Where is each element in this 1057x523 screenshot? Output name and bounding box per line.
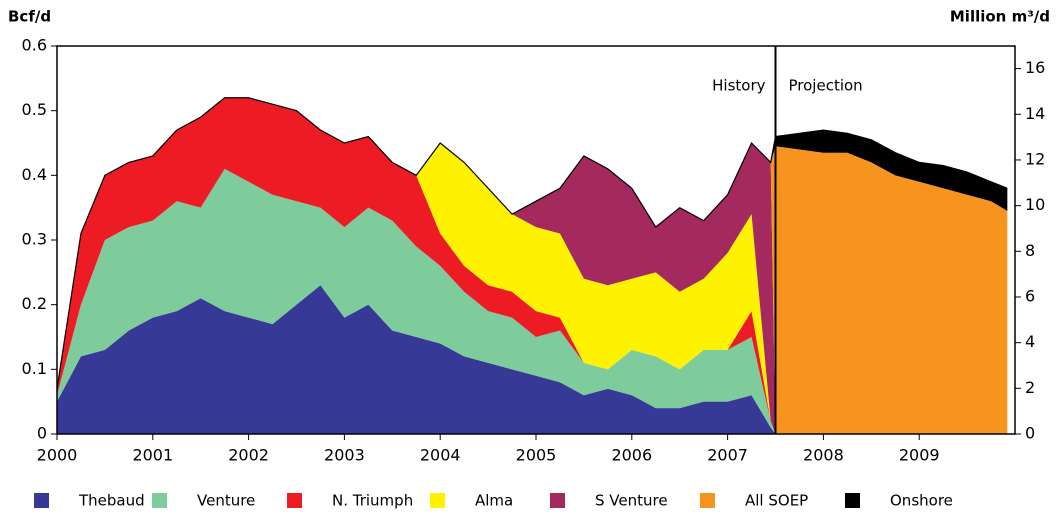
area xyxy=(57,285,1008,434)
legend-swatch xyxy=(152,493,167,508)
total-outline xyxy=(56,97,1008,389)
legend-label: N. Triumph xyxy=(332,492,413,510)
x-tick-label: 2004 xyxy=(420,446,461,465)
y2-tick-label: 12 xyxy=(1025,149,1045,168)
y-tick-label: 0.2 xyxy=(22,294,47,313)
x-tick-label: 2002 xyxy=(228,446,269,465)
x-tick-label: 2005 xyxy=(516,446,557,465)
x-tick-label: 2003 xyxy=(324,446,365,465)
y2-tick-label: 6 xyxy=(1025,286,1035,305)
legend-swatch xyxy=(550,493,565,508)
legend-swatch xyxy=(287,493,302,508)
y-tick-label: 0 xyxy=(37,424,47,443)
legend-swatch xyxy=(700,493,715,508)
y2-tick-label: 8 xyxy=(1025,241,1035,260)
y-tick-label: 0.3 xyxy=(22,230,47,249)
area xyxy=(57,97,1008,434)
x-tick-label: 2008 xyxy=(803,446,844,465)
legend-label: S Venture xyxy=(595,492,668,510)
y2-tick-label: 16 xyxy=(1025,58,1045,77)
x-tick-label: 2006 xyxy=(611,446,652,465)
x-tick-label: 2007 xyxy=(707,446,748,465)
legend-label: Onshore xyxy=(890,492,953,510)
legend-swatch xyxy=(430,493,445,508)
area xyxy=(57,97,1008,434)
y2-tick-label: 14 xyxy=(1025,104,1045,123)
area xyxy=(57,97,1008,434)
annotation: History xyxy=(712,77,765,95)
legend-swatch xyxy=(34,493,49,508)
y2-tick-label: 0 xyxy=(1025,424,1035,443)
x-tick-label: 2001 xyxy=(132,446,173,465)
x-tick-label: 2009 xyxy=(899,446,940,465)
area xyxy=(57,168,1008,434)
legend-swatch xyxy=(845,493,860,508)
y-tick-label: 0.1 xyxy=(22,359,47,378)
x-tick-label: 2000 xyxy=(37,446,78,465)
y2-axis-label: Million m³/d xyxy=(950,8,1050,26)
y-tick-label: 0.4 xyxy=(22,165,47,184)
y-axis-label: Bcf/d xyxy=(8,8,51,26)
y-tick-label: 0.5 xyxy=(22,100,47,119)
y2-tick-label: 2 xyxy=(1025,378,1035,397)
legend-label: Thebaud xyxy=(78,492,145,510)
y2-tick-label: 4 xyxy=(1025,332,1035,351)
y2-tick-label: 10 xyxy=(1025,195,1045,214)
legend-label: All SOEP xyxy=(745,492,808,510)
y-tick-label: 0.6 xyxy=(22,36,47,55)
legend-label: Venture xyxy=(197,492,255,510)
legend-label: Alma xyxy=(475,492,513,510)
annotation: Projection xyxy=(789,77,863,95)
area xyxy=(57,97,1008,434)
